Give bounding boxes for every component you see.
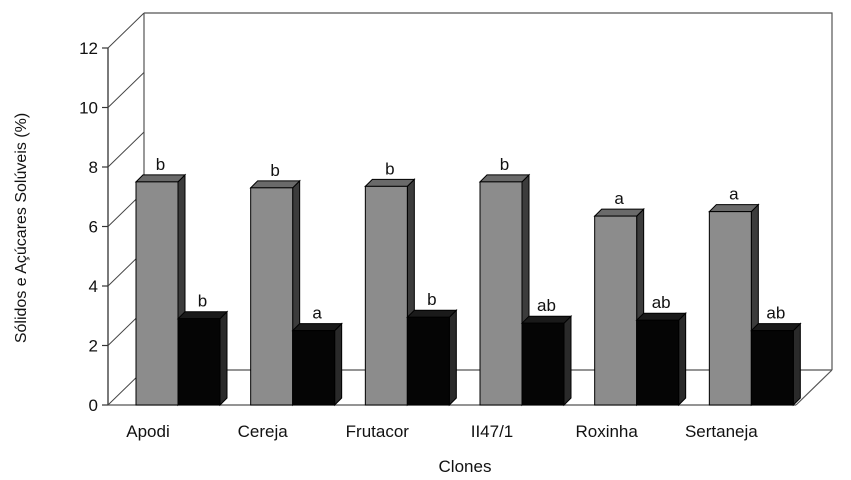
y-tick-label: 12 <box>79 39 98 58</box>
bar-side <box>678 312 687 407</box>
bar-top <box>291 323 343 332</box>
y-tick-label: 4 <box>89 277 98 296</box>
bar <box>135 181 179 406</box>
bar-data-label: ab <box>766 304 785 323</box>
bar-top <box>635 312 687 321</box>
bar-data-label: b <box>500 155 509 174</box>
bar <box>479 181 523 406</box>
y-axis: 0 2 4 6 8 10 12 <box>79 12 145 415</box>
bar-data-label: b <box>385 159 394 178</box>
bar-top <box>520 315 573 324</box>
bar-data-label: b <box>270 161 279 180</box>
y-tick-label: 6 <box>89 218 98 237</box>
x-axis: Apodi Cereja Frutacor II47/1 Roxinha Sertanej… <box>126 422 758 441</box>
bar-top <box>593 208 645 217</box>
y-tick-slant <box>107 12 145 49</box>
bar-top <box>750 323 802 332</box>
bar-data-label: b <box>198 292 207 311</box>
x-tick-label: Sertaneja <box>685 422 758 441</box>
bar-data-label: b <box>427 290 436 309</box>
y-axis-title: Sólidos e Açúcares Solúveis (%) <box>13 113 30 343</box>
bar-side <box>219 310 228 407</box>
y-tick-slant <box>107 131 145 168</box>
x-tick-label: II47/1 <box>471 422 514 441</box>
bar-top <box>406 309 458 318</box>
x-tick-label: Apodi <box>126 422 169 441</box>
y-tick-label: 10 <box>79 99 98 118</box>
bar-top <box>176 311 229 320</box>
bar-data-label: a <box>614 189 624 208</box>
bar <box>177 318 221 406</box>
bar-top <box>364 178 416 187</box>
bar-data-label: ab <box>537 296 556 315</box>
x-tick-label: Cereja <box>238 422 289 441</box>
x-tick-label: Roxinha <box>575 422 638 441</box>
y-tick-slant <box>107 72 145 108</box>
bar <box>250 187 294 406</box>
floor-right-edge <box>795 369 833 406</box>
bar-side <box>792 322 801 407</box>
bar-top <box>478 174 531 183</box>
y-tick-label: 0 <box>89 396 98 415</box>
back-wall-outline <box>144 12 833 370</box>
bar <box>292 330 336 406</box>
bar-data-label: ab <box>652 293 671 312</box>
bar-data-label: b <box>156 155 165 174</box>
bar-data-label: a <box>729 185 739 204</box>
bar-data-label: a <box>312 304 322 323</box>
bar <box>708 211 752 406</box>
x-axis-title: Clones <box>439 457 492 476</box>
bar-side <box>448 309 457 407</box>
bar <box>521 322 565 406</box>
y-tick-label: 8 <box>89 158 98 177</box>
bar-top <box>249 180 301 189</box>
bar <box>636 319 680 406</box>
bar-top <box>134 174 187 183</box>
bar <box>594 215 638 406</box>
bar-side <box>563 314 572 407</box>
x-tick-label: Frutacor <box>346 422 410 441</box>
bar <box>750 330 794 406</box>
y-tick-label: 2 <box>89 337 98 356</box>
bar <box>364 185 408 406</box>
bar-top <box>708 204 760 213</box>
bar-side <box>334 322 343 407</box>
bar <box>406 316 450 406</box>
